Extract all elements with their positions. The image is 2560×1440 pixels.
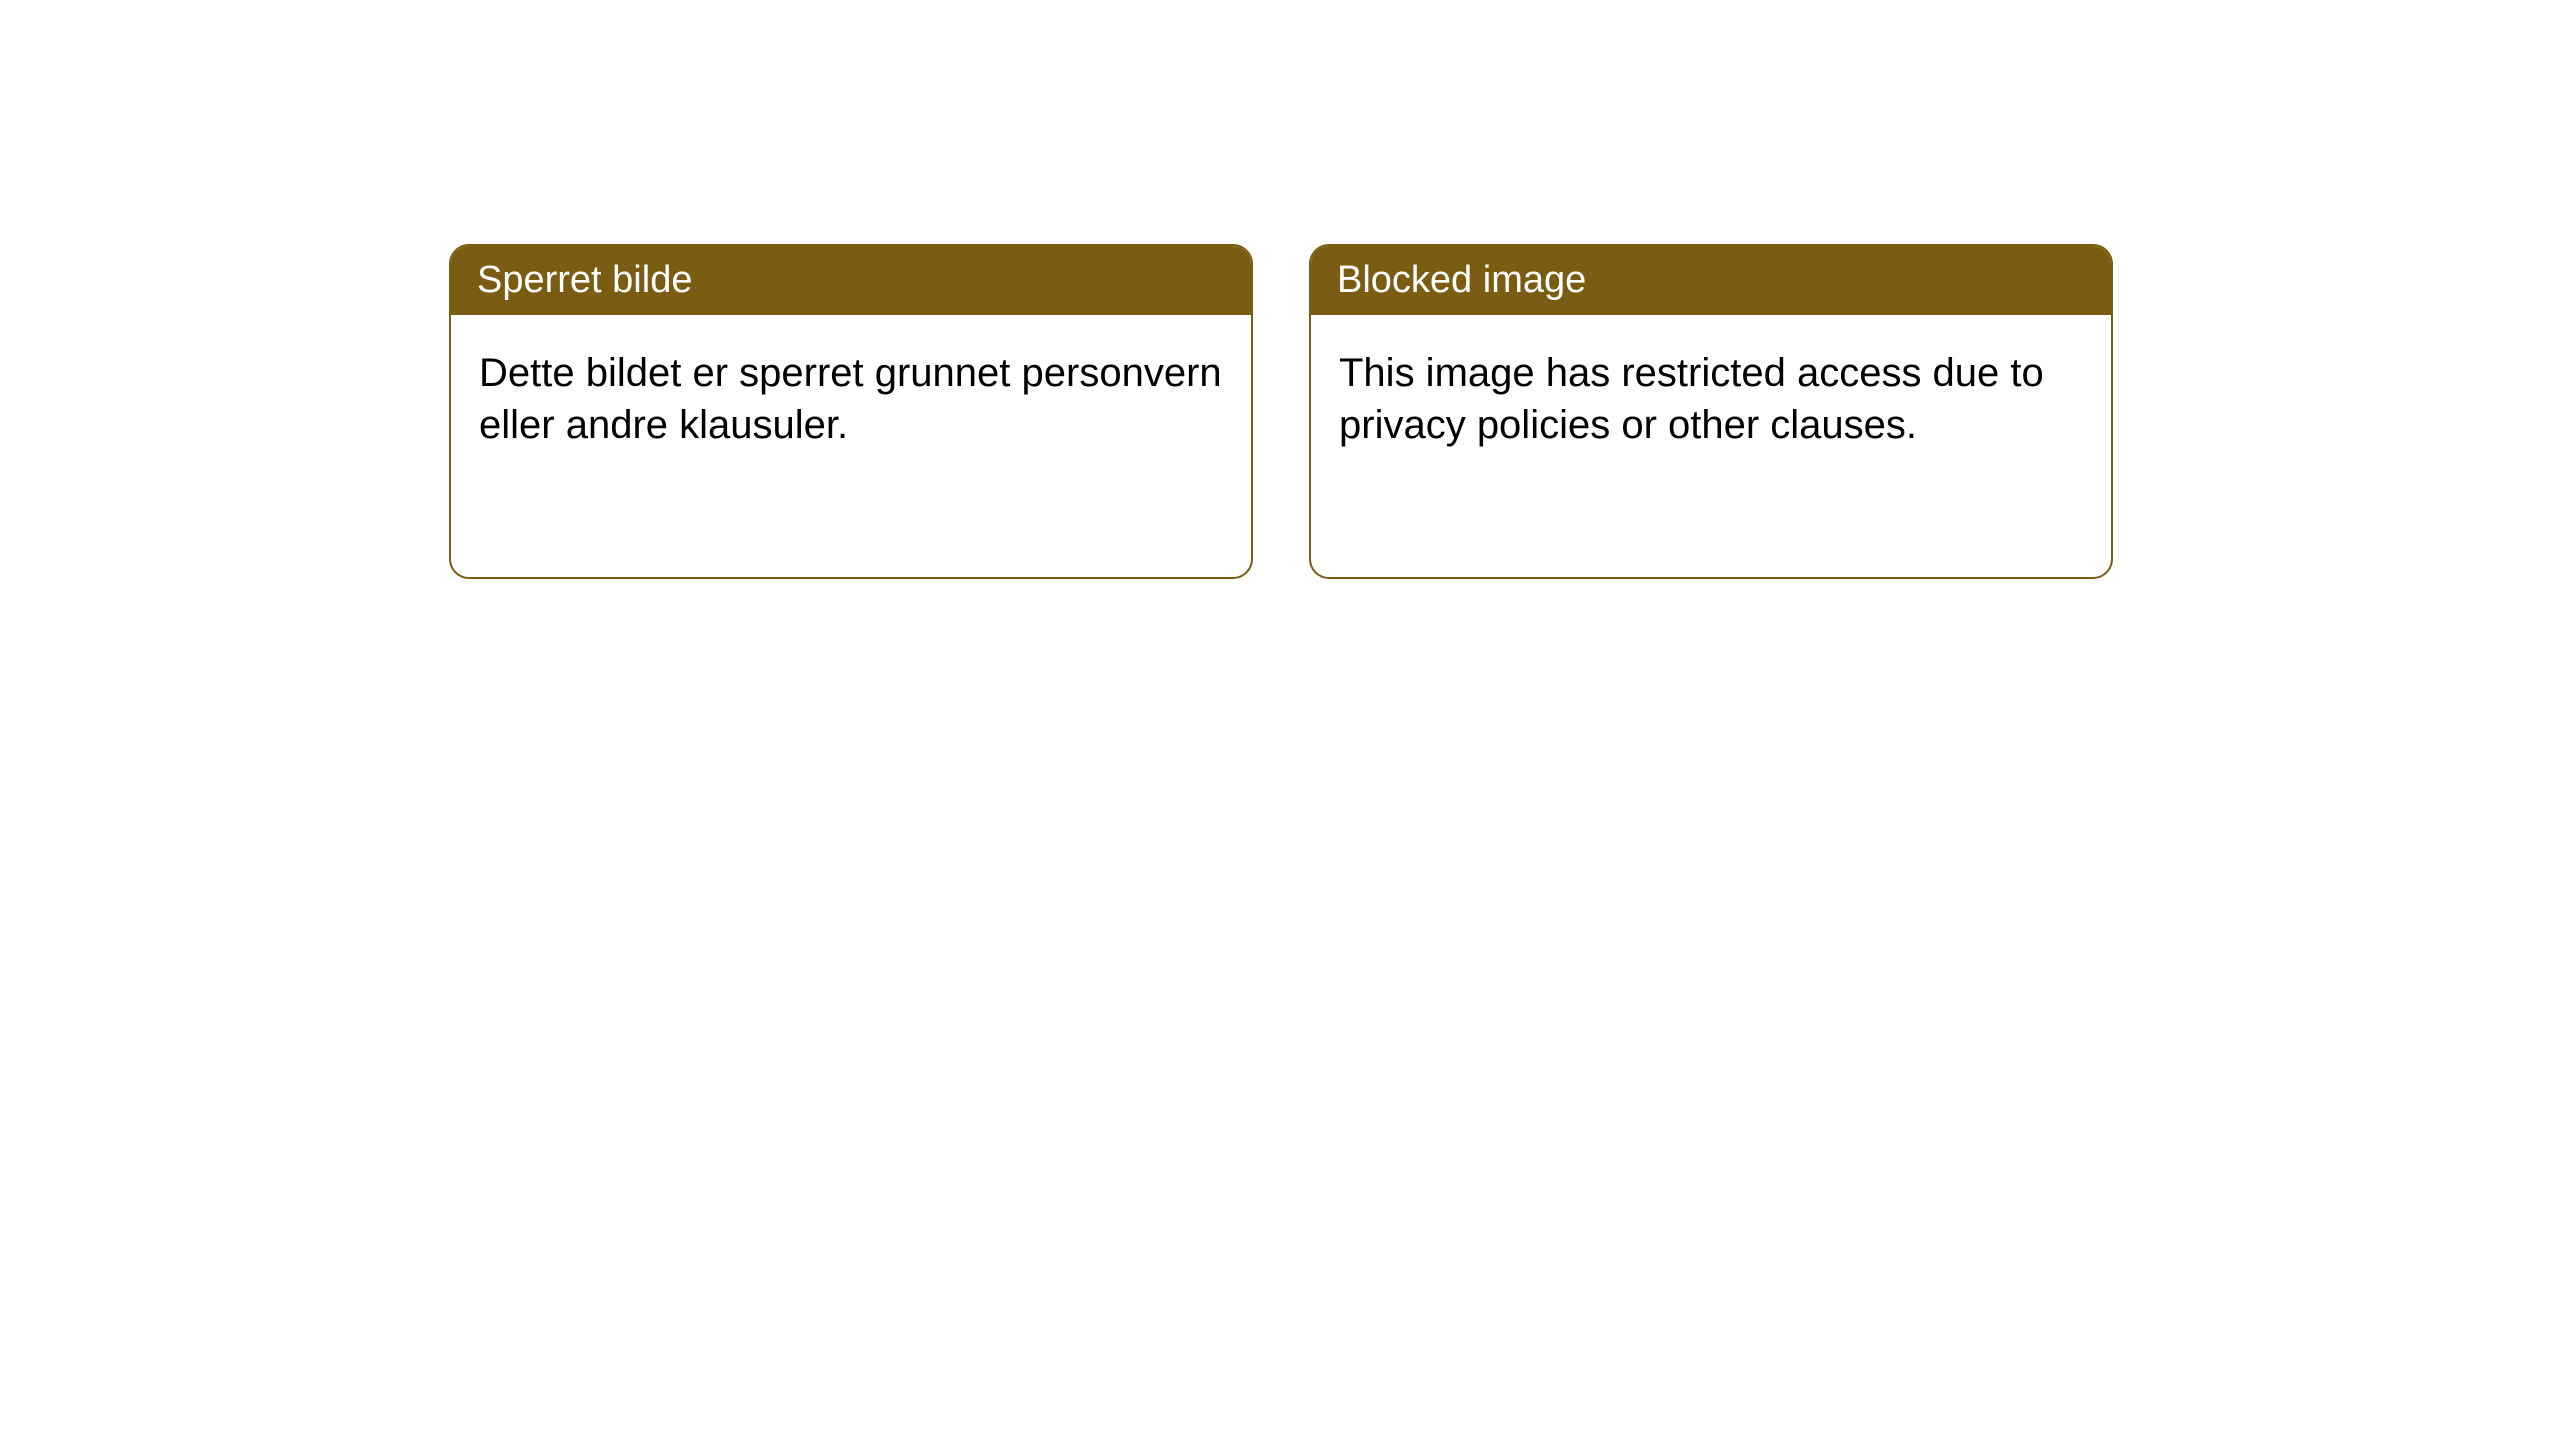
card-message-english: This image has restricted access due to … [1311,315,2111,483]
notice-container: Sperret bilde Dette bildet er sperret gr… [0,0,2560,579]
card-title-english: Blocked image [1311,246,2111,315]
notice-card-english: Blocked image This image has restricted … [1309,244,2113,579]
card-message-norwegian: Dette bildet er sperret grunnet personve… [451,315,1251,483]
card-title-norwegian: Sperret bilde [451,246,1251,315]
notice-card-norwegian: Sperret bilde Dette bildet er sperret gr… [449,244,1253,579]
